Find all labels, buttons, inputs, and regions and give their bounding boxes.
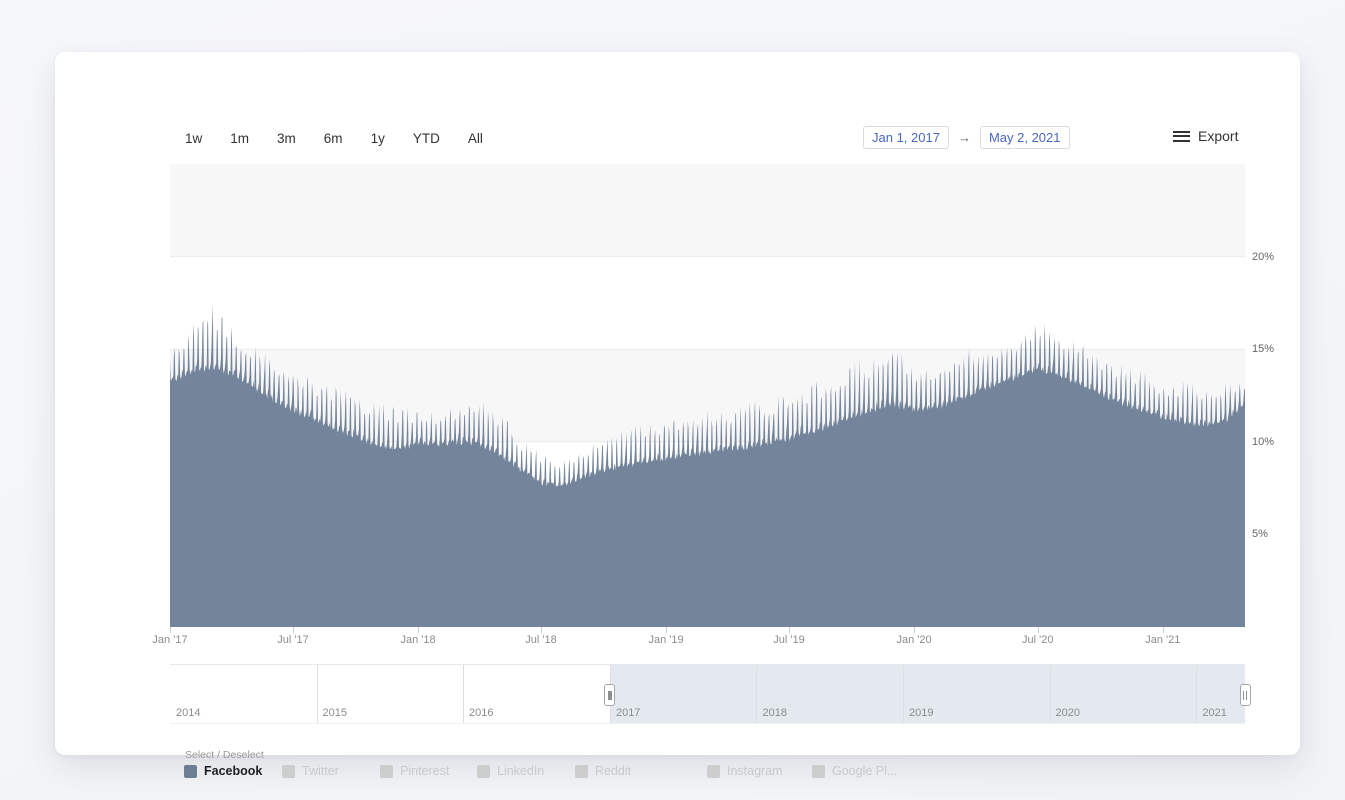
legend-swatch-icon [184, 764, 197, 778]
facebook-series-area[interactable] [170, 304, 1245, 627]
handle-grip-icon [1243, 690, 1247, 700]
legend-item-google-pl[interactable]: Google Pl... [812, 764, 897, 778]
range-button-3m[interactable]: 3m [277, 131, 296, 146]
chart-card: 1w 1m 3m 6m 1y YTD All Jan 1, 2017 → May 2, 20… [55, 52, 1300, 778]
x-axis-label: Jul '19 [773, 634, 805, 646]
date-range-arrow-icon: → [957, 130, 971, 145]
range-button-1y[interactable]: 1y [370, 131, 385, 146]
facebook-area-chart[interactable] [170, 164, 1245, 627]
navigator-year-label: 2021 [1202, 707, 1227, 719]
date-from-input[interactable]: Jan 1, 2017 [863, 126, 949, 149]
handle-grip-icon [607, 690, 612, 700]
legend-label: LinkedIn [497, 764, 545, 778]
navigator-year-label: 2017 [615, 707, 641, 719]
x-axis-tick [541, 627, 543, 633]
range-button-6m[interactable]: 6m [323, 131, 343, 146]
navigator-year-gridline [902, 665, 904, 723]
legend-swatch-icon [812, 764, 825, 778]
legend-item-facebook[interactable]: Facebook [184, 764, 262, 778]
legend-swatch-icon [282, 764, 295, 778]
legend-swatch-icon [380, 764, 393, 778]
x-axis-label: Jan '18 [400, 634, 436, 646]
x-axis-label: Jul '18 [525, 634, 557, 646]
x-axis-tick [170, 627, 171, 633]
date-range-group: Jan 1, 2017 → May 2, 2021 [863, 126, 1070, 149]
x-axis-tick [1037, 627, 1039, 633]
navigator-year-gridline [463, 665, 465, 723]
navigator-year-gridline [316, 665, 318, 723]
navigator-selected-range[interactable] [609, 665, 1245, 723]
alternate-grid-band [170, 164, 1245, 257]
navigator-right-handle[interactable] [1239, 684, 1251, 706]
x-axis-label: Jan '19 [648, 634, 684, 646]
legend-label: Facebook [204, 764, 263, 778]
legend-swatch-icon [575, 764, 588, 778]
navigator-year-gridline [1049, 665, 1051, 723]
navigator-year-label: 2014 [176, 707, 201, 719]
range-selector: 1w 1m 3m 6m 1y YTD All [183, 129, 485, 148]
x-axis-tick [789, 627, 791, 633]
legend-item-reddit[interactable]: Reddit [575, 764, 631, 778]
range-button-1w[interactable]: 1w [185, 131, 203, 146]
x-axis-label: Jul '17 [277, 634, 309, 646]
range-button-ytd[interactable]: YTD [412, 131, 440, 146]
x-axis-label: Jan '17 [152, 634, 188, 646]
range-button-all[interactable]: All [467, 131, 483, 146]
legend-title: Select / Deselect [185, 749, 264, 761]
x-axis-tick [1162, 627, 1164, 633]
navigator-year-label: 2016 [469, 707, 494, 719]
x-axis-tick [666, 627, 668, 633]
x-axis-label: Jul '20 [1022, 634, 1054, 646]
y-axis-label: 5% [1252, 528, 1268, 541]
navigator-year-label: 2019 [908, 707, 934, 719]
date-to-input[interactable]: May 2, 2021 [979, 126, 1070, 149]
x-axis-label: Jan '20 [896, 634, 932, 646]
x-axis-tick [914, 627, 916, 633]
legend: Facebook Twitter Pinterest LinkedIn Reddit In… [184, 764, 1244, 784]
legend-label: Google Pl... [832, 764, 898, 778]
legend-label: Reddit [595, 764, 632, 778]
export-label: Export [1198, 128, 1239, 144]
legend-swatch-icon [477, 764, 490, 778]
legend-item-pinterest[interactable]: Pinterest [380, 764, 449, 778]
navigator-year-gridline [1196, 665, 1198, 723]
navigator-year-label: 2015 [322, 707, 347, 719]
navigator[interactable]: 2014 2015 2016 2017 2018 2019 2020 2021 [170, 664, 1251, 724]
hamburger-menu-icon [1173, 130, 1190, 142]
legend-swatch-icon [707, 764, 720, 778]
range-button-1m[interactable]: 1m [230, 131, 250, 146]
legend-label: Twitter [302, 764, 339, 778]
navigator-left-handle[interactable] [604, 684, 616, 706]
x-axis-label: Jan '21 [1145, 634, 1181, 646]
y-axis-label: 15% [1252, 343, 1275, 356]
y-axis-label: 10% [1252, 435, 1275, 448]
x-axis-tick [418, 627, 420, 633]
legend-item-instagram[interactable]: Instagram [707, 764, 783, 778]
navigator-year-gridline [756, 665, 758, 723]
navigator-year-label: 2020 [1055, 707, 1080, 719]
x-axis-tick [292, 627, 294, 633]
y-axis-label: 20% [1252, 250, 1275, 263]
legend-item-twitter[interactable]: Twitter [282, 764, 339, 778]
export-button[interactable]: Export [1173, 128, 1238, 144]
legend-label: Pinterest [400, 764, 450, 778]
navigator-year-label: 2018 [762, 707, 787, 719]
legend-item-linkedin[interactable]: LinkedIn [477, 764, 544, 778]
legend-label: Instagram [727, 764, 783, 778]
